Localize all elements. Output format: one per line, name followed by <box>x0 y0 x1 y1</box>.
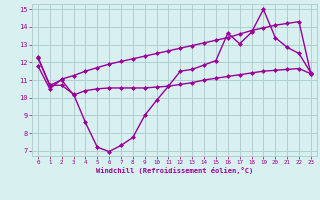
X-axis label: Windchill (Refroidissement éolien,°C): Windchill (Refroidissement éolien,°C) <box>96 167 253 174</box>
